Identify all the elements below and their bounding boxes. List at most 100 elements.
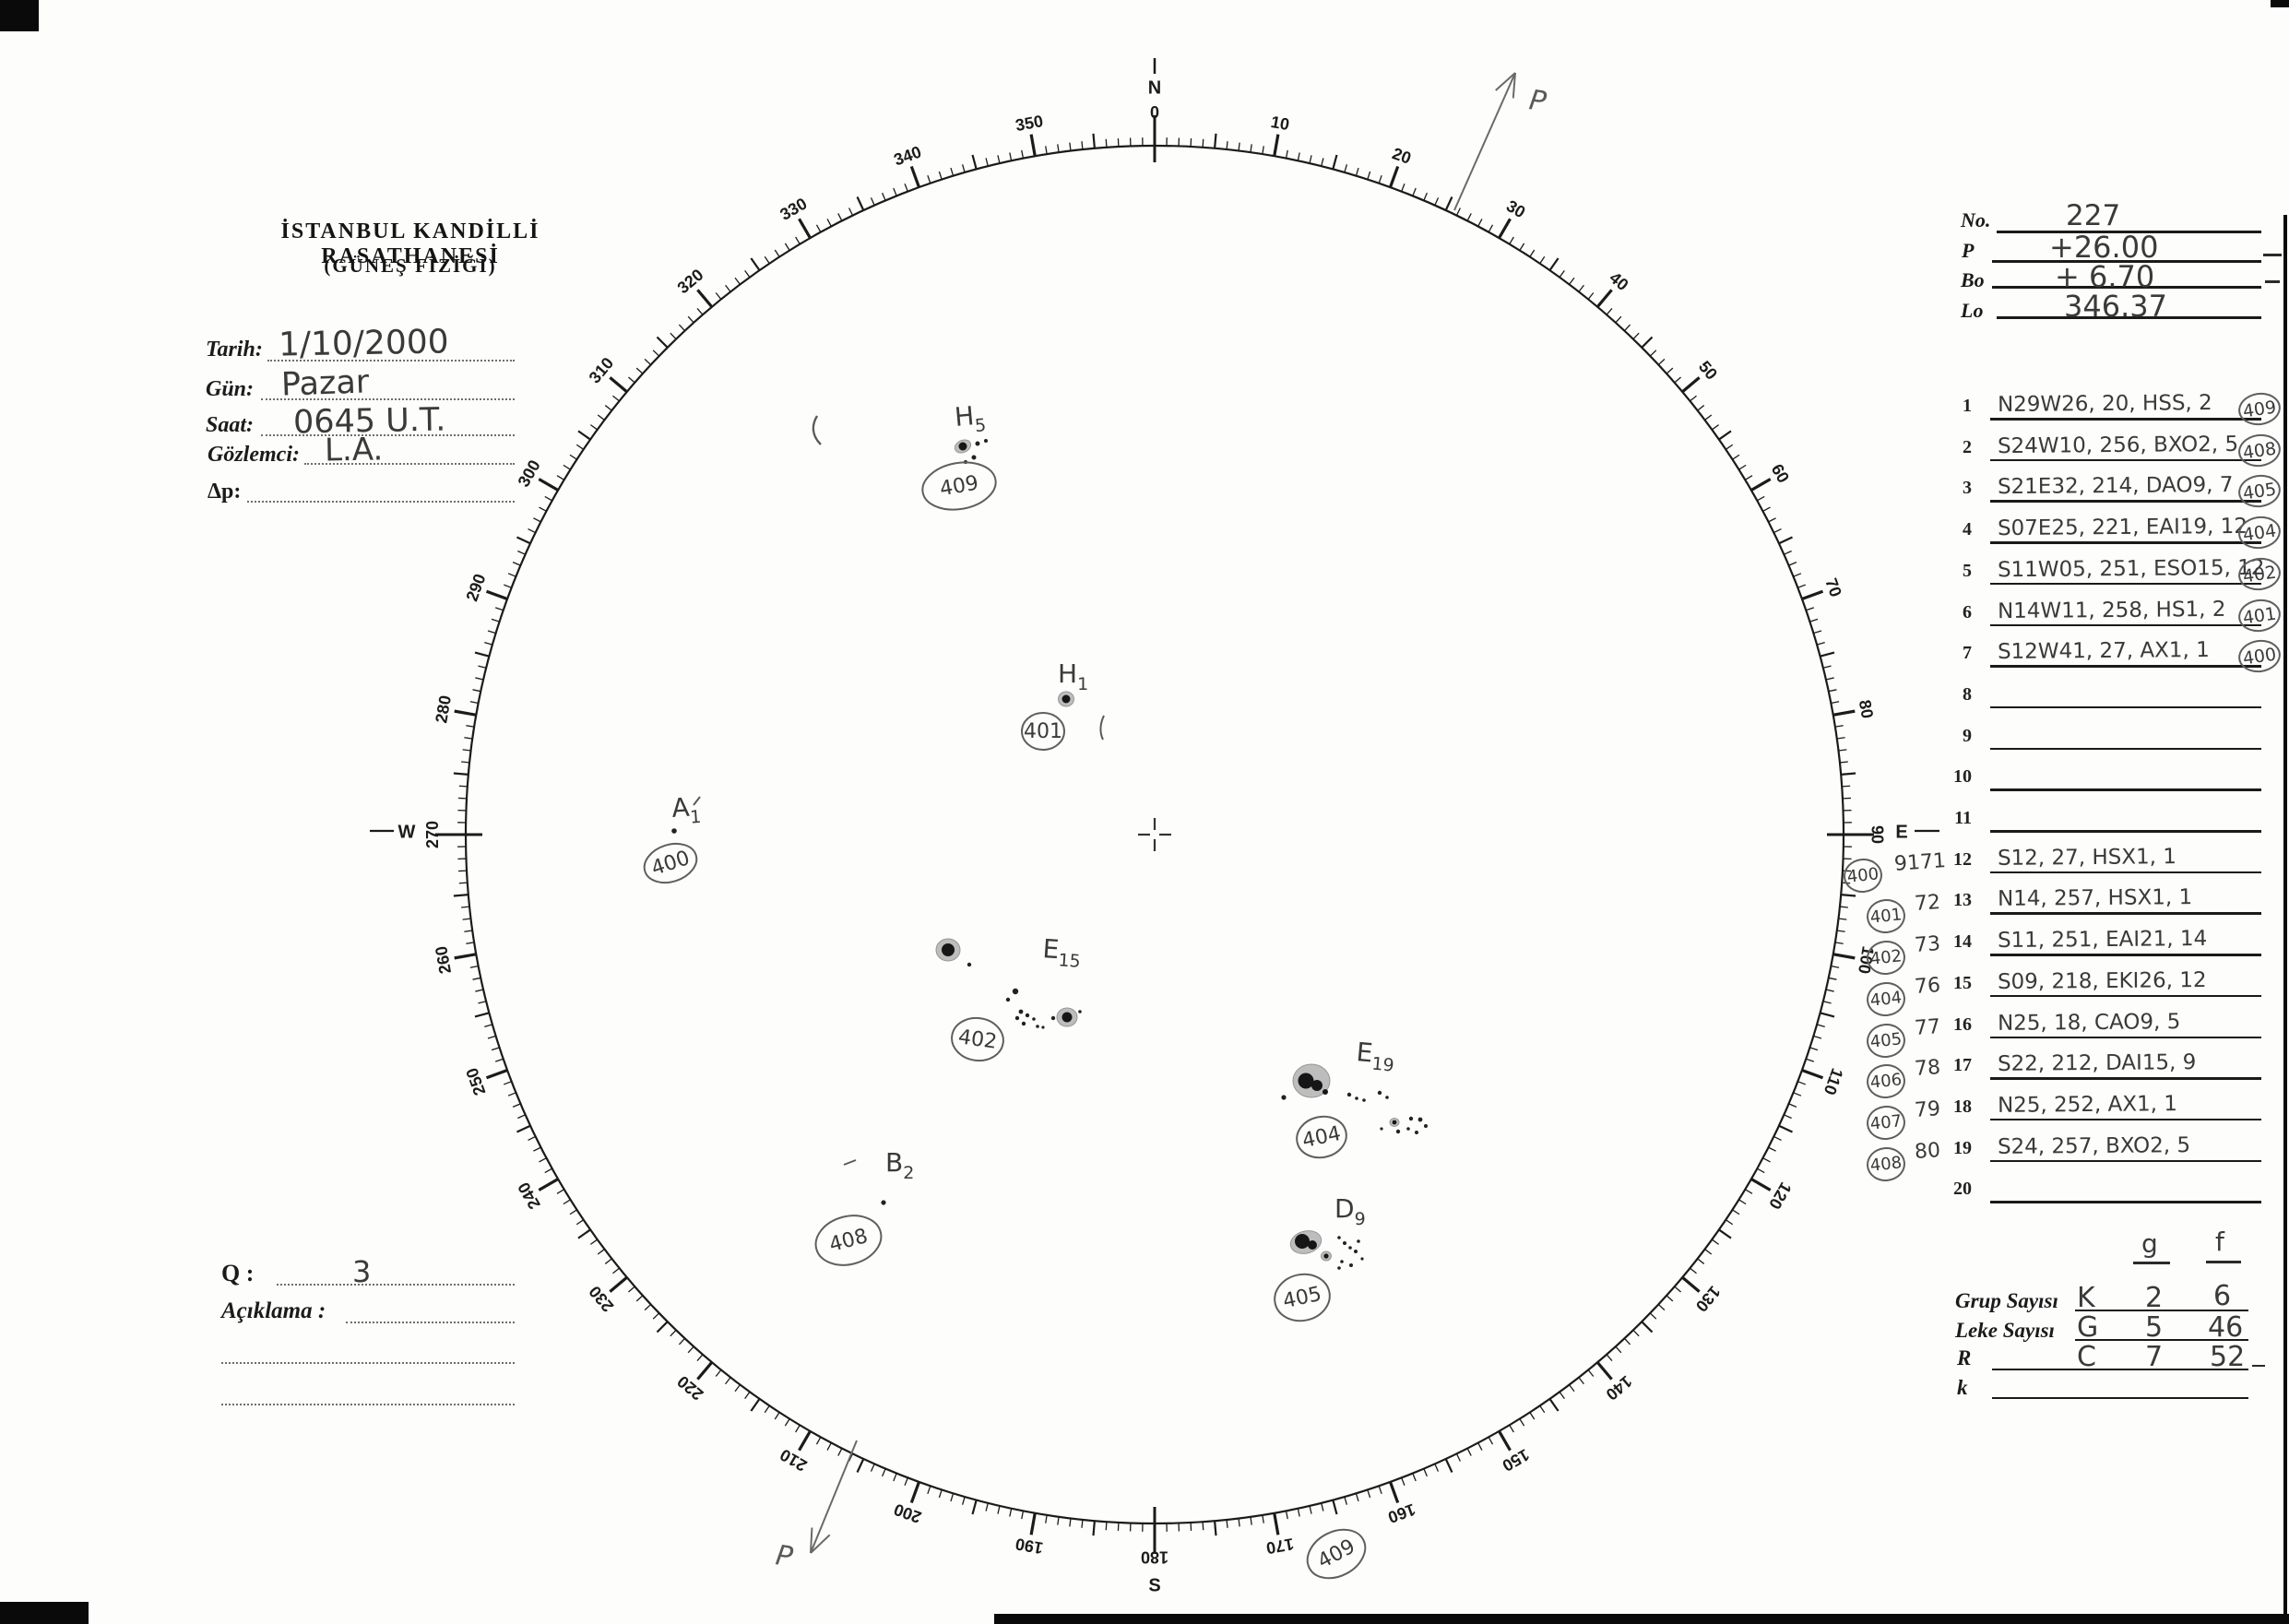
degree-label: 330 <box>777 195 810 224</box>
degree-tick <box>1842 785 1851 788</box>
degree-tick <box>469 965 479 968</box>
degree-label: 90 <box>1868 825 1886 844</box>
row-number: 14 <box>1953 931 1972 953</box>
row-prefix-noaa-number: 76 <box>1914 973 1941 999</box>
degree-tick <box>494 607 504 611</box>
degree-tick <box>1045 146 1048 155</box>
sunspot-dot <box>1337 1266 1341 1270</box>
tarih-line <box>267 360 515 362</box>
summary-col-g: g <box>2141 1228 2158 1259</box>
degree-tick <box>461 761 470 764</box>
degree-tick <box>837 213 843 221</box>
degree-tick <box>1529 1412 1536 1420</box>
degree-tick <box>577 1228 591 1239</box>
degree-tick <box>478 1001 487 1004</box>
degree-tick <box>837 1448 843 1456</box>
degree-tick <box>1657 1303 1666 1311</box>
degree-tick <box>1832 953 1856 960</box>
degree-tick <box>1226 1519 1228 1528</box>
degree-tick <box>528 528 536 534</box>
degree-label: 80 <box>1856 698 1877 719</box>
degree-tick <box>1009 152 1013 161</box>
degree-tick <box>950 167 955 176</box>
degree-tick <box>569 1209 577 1215</box>
row-entry-text: S12W41, 27, AX1, 1 <box>1997 638 2210 665</box>
meta-no-value: 227 <box>2066 199 2121 232</box>
scan-artifact-bottom-bar <box>994 1614 2289 1624</box>
degree-tick <box>528 1135 536 1141</box>
degree-tick <box>1498 1430 1512 1452</box>
p-axis-top-label: P <box>1527 84 1549 118</box>
group-number-circle <box>1296 1115 1347 1159</box>
degree-tick <box>1444 196 1453 211</box>
group-type-label: E15 <box>1041 933 1083 972</box>
degree-label: 280 <box>432 693 455 724</box>
gozlemci-line <box>304 463 515 465</box>
aciklama-line-1 <box>346 1322 515 1323</box>
degree-tick <box>1784 1114 1792 1120</box>
sunspot-dot <box>1385 1096 1389 1099</box>
degree-tick <box>1412 187 1417 196</box>
row-line <box>1990 705 2261 709</box>
degree-tick <box>1297 152 1300 161</box>
group-type-label: E19 <box>1355 1037 1396 1076</box>
degree-tick <box>1092 133 1096 148</box>
degree-tick <box>575 444 585 450</box>
degree-tick <box>1757 495 1765 502</box>
degree-tick <box>1822 665 1832 669</box>
degree-tick <box>815 1437 822 1445</box>
degree-tick <box>715 1369 722 1377</box>
degree-label: 30 <box>1503 196 1528 221</box>
q-label: Q : <box>221 1260 255 1286</box>
degree-label: 300 <box>515 456 544 490</box>
p-axis-bottom-line <box>810 1440 858 1554</box>
degree-tick <box>1762 1157 1771 1163</box>
degree-label: 340 <box>892 142 924 169</box>
degree-tick <box>870 197 875 206</box>
r-label: R <box>1957 1346 1972 1369</box>
row-number: 6 <box>1963 601 1972 622</box>
degree-tick <box>1674 1286 1681 1293</box>
degree-tick <box>462 749 471 752</box>
degree-tick <box>1711 424 1719 431</box>
degree-label: 220 <box>674 1372 707 1405</box>
degree-tick <box>1606 308 1613 315</box>
p-axis-top-line <box>1453 72 1516 211</box>
degree-tick <box>1697 405 1705 411</box>
degree-tick <box>1378 174 1382 184</box>
degree-tick <box>1587 1369 1595 1377</box>
leke-sayisi-letter: G <box>2077 1311 2099 1344</box>
row-line <box>1990 500 2261 503</box>
degree-tick <box>1841 772 1856 776</box>
degree-label: 10 <box>1269 113 1290 134</box>
degree-tick <box>1832 709 1856 717</box>
row-line <box>1990 871 2261 874</box>
degree-tick <box>938 1489 943 1499</box>
sunspot-dot <box>881 1200 886 1205</box>
degree-tick <box>1750 1178 1772 1191</box>
row-entry-text: S21E32, 214, DAO9, 7 <box>1997 473 2234 500</box>
degree-tick <box>1069 1518 1072 1527</box>
row-prefix-noaa-number: 9171 <box>1893 848 1947 876</box>
row-number: 3 <box>1963 478 1972 499</box>
grup-sayisi-line <box>2075 1310 2248 1311</box>
row-line <box>1990 1118 2261 1121</box>
degree-label: 170 <box>1264 1535 1295 1558</box>
degree-tick <box>487 1035 496 1039</box>
degree-label: 270 <box>423 821 442 848</box>
degree-tick <box>1690 1267 1697 1274</box>
group-number-circle <box>921 461 997 511</box>
sunspot-dot <box>1340 1260 1344 1263</box>
r-f: 52 <box>2210 1341 2246 1373</box>
meta-no-label: No. <box>1961 208 1991 231</box>
degree-tick <box>1057 144 1060 153</box>
degree-tick <box>1548 1398 1560 1412</box>
degree-label: 60 <box>1768 461 1793 486</box>
row-number: 16 <box>1953 1014 1972 1035</box>
degree-tick <box>516 1124 531 1133</box>
degree-tick <box>635 367 644 374</box>
degree-tick <box>904 1477 908 1487</box>
degree-tick <box>961 1496 966 1505</box>
degree-tick <box>1816 641 1825 646</box>
sunspot-dot <box>1377 1090 1382 1096</box>
